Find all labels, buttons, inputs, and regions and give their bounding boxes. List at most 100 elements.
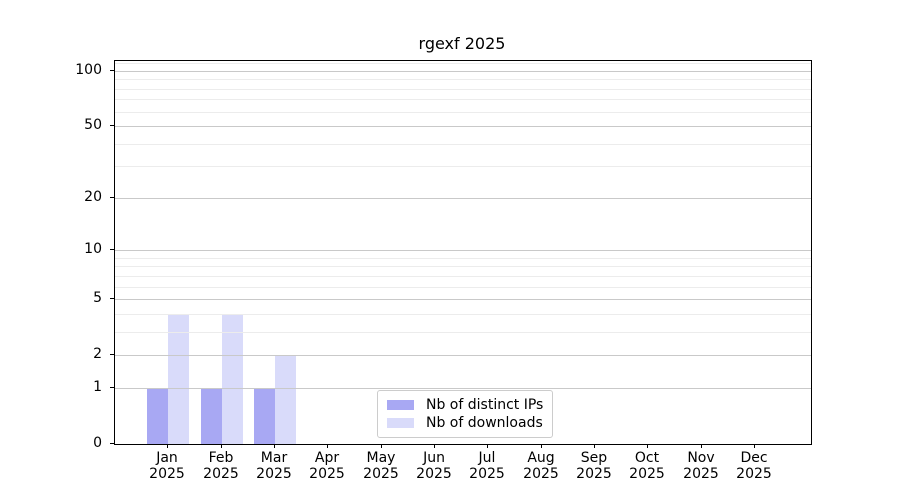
x-tick-label-apr-2025: Apr 2025: [292, 450, 362, 482]
gridline-minor-90: [115, 79, 811, 80]
y-tick-mark-20: [110, 197, 114, 198]
x-tick-label-line: Jun: [423, 450, 445, 466]
y-tick-label-5: 5: [93, 290, 102, 306]
gridline-1: [115, 388, 811, 389]
bar-distinct-ips-feb-2025: [200, 387, 222, 444]
x-tick-mark-feb-2025: [221, 444, 222, 448]
x-tick-label-mar-2025: Mar 2025: [239, 450, 309, 482]
x-tick-label-line: 2025: [523, 466, 559, 482]
x-tick-label-line: 2025: [416, 466, 452, 482]
y-tick-mark-10: [110, 249, 114, 250]
x-tick-label-line: 2025: [576, 466, 612, 482]
x-tick-label-line: 2025: [309, 466, 345, 482]
x-tick-label-line: 2025: [203, 466, 239, 482]
gridline-minor-4: [115, 314, 811, 315]
x-tick-label-dec-2025: Dec 2025: [719, 450, 789, 482]
y-tick-mark-100: [110, 70, 114, 71]
gridline-2: [115, 355, 811, 356]
x-tick-mark-mar-2025: [274, 444, 275, 448]
x-tick-label-line: 2025: [736, 466, 772, 482]
x-tick-mark-jun-2025: [434, 444, 435, 448]
gridline-minor-6: [115, 287, 811, 288]
x-tick-label-jun-2025: Jun 2025: [399, 450, 469, 482]
plot-area: Nb of distinct IPs Nb of downloads: [114, 60, 812, 445]
y-tick-mark-0: [110, 443, 114, 444]
legend-item-downloads: Nb of downloads: [387, 414, 543, 432]
gridline-20: [115, 198, 811, 199]
x-tick-label-line: 2025: [629, 466, 665, 482]
x-tick-mark-oct-2025: [647, 444, 648, 448]
x-tick-label-line: Oct: [634, 450, 660, 466]
gridline-minor-30: [115, 166, 811, 167]
gridline-minor-8: [115, 266, 811, 267]
x-tick-label-line: 2025: [149, 466, 185, 482]
x-tick-label-sep-2025: Sep 2025: [559, 450, 629, 482]
y-tick-mark-2: [110, 354, 114, 355]
gridline-minor-3: [115, 332, 811, 333]
x-tick-label-line: Dec: [740, 450, 768, 466]
x-tick-label-line: Sep: [580, 450, 608, 466]
y-tick-label-100: 100: [75, 62, 102, 78]
x-tick-mark-jul-2025: [487, 444, 488, 448]
gridline-minor-110: [115, 63, 811, 64]
x-tick-label-line: 2025: [683, 466, 719, 482]
bar-downloads-jan-2025: [168, 313, 190, 444]
y-tick-label-50: 50: [84, 117, 102, 133]
x-tick-label-jan-2025: Jan 2025: [132, 450, 202, 482]
gridline-minor-7: [115, 276, 811, 277]
gridline-minor-40: [115, 144, 811, 145]
x-tick-mark-dec-2025: [754, 444, 755, 448]
x-tick-label-line: 2025: [469, 466, 505, 482]
legend-label-downloads: Nb of downloads: [426, 415, 543, 431]
x-tick-label-aug-2025: Aug 2025: [506, 450, 576, 482]
chart-title: rgexf 2025: [418, 34, 506, 53]
x-tick-label-line: 2025: [363, 466, 399, 482]
bar-downloads-feb-2025: [221, 313, 243, 444]
x-tick-label-line: Feb: [208, 450, 234, 466]
x-tick-mark-may-2025: [381, 444, 382, 448]
y-tick-label-1: 1: [93, 379, 102, 395]
legend-label-distinct-ips: Nb of distinct IPs: [426, 397, 544, 413]
x-tick-mark-apr-2025: [327, 444, 328, 448]
x-tick-label-line: Jul: [478, 450, 496, 466]
x-tick-label-oct-2025: Oct 2025: [612, 450, 682, 482]
gridline-50: [115, 126, 811, 127]
x-tick-label-line: Nov: [687, 450, 715, 466]
x-tick-label-nov-2025: Nov 2025: [666, 450, 736, 482]
gridline-100: [115, 71, 811, 72]
y-tick-label-0: 0: [93, 435, 102, 451]
gridline-minor-80: [115, 89, 811, 90]
y-tick-label-10: 10: [84, 241, 102, 257]
x-tick-label-line: May: [366, 450, 396, 466]
x-tick-label-line: Apr: [314, 450, 340, 466]
y-tick-label-2: 2: [93, 346, 102, 362]
legend-item-distinct-ips: Nb of distinct IPs: [387, 396, 543, 414]
y-tick-mark-1: [110, 387, 114, 388]
x-tick-label-feb-2025: Feb 2025: [186, 450, 256, 482]
x-tick-mark-sep-2025: [594, 444, 595, 448]
bars-layer: [115, 61, 811, 444]
x-tick-mark-nov-2025: [701, 444, 702, 448]
gridline-minor-70: [115, 99, 811, 100]
x-tick-mark-aug-2025: [541, 444, 542, 448]
bar-distinct-ips-jan-2025: [147, 387, 169, 444]
x-tick-label-line: Mar: [260, 450, 288, 466]
x-tick-label-may-2025: May 2025: [346, 450, 416, 482]
bar-distinct-ips-mar-2025: [254, 387, 275, 444]
gridline-minor-9: [115, 258, 811, 259]
grid-layer: [115, 61, 811, 444]
legend-swatch-downloads: [387, 418, 414, 428]
y-tick-mark-50: [110, 125, 114, 126]
gridline-minor-60: [115, 112, 811, 113]
y-tick-label-20: 20: [84, 189, 102, 205]
x-tick-mark-jan-2025: [167, 444, 168, 448]
gridline-10: [115, 250, 811, 251]
legend: Nb of distinct IPs Nb of downloads: [377, 390, 554, 438]
x-tick-label-line: 2025: [256, 466, 292, 482]
x-tick-label-jul-2025: Jul 2025: [452, 450, 522, 482]
legend-swatch-distinct-ips: [387, 400, 414, 410]
y-tick-mark-5: [110, 298, 114, 299]
x-tick-label-line: Jan: [156, 450, 178, 466]
gridline-5: [115, 299, 811, 300]
